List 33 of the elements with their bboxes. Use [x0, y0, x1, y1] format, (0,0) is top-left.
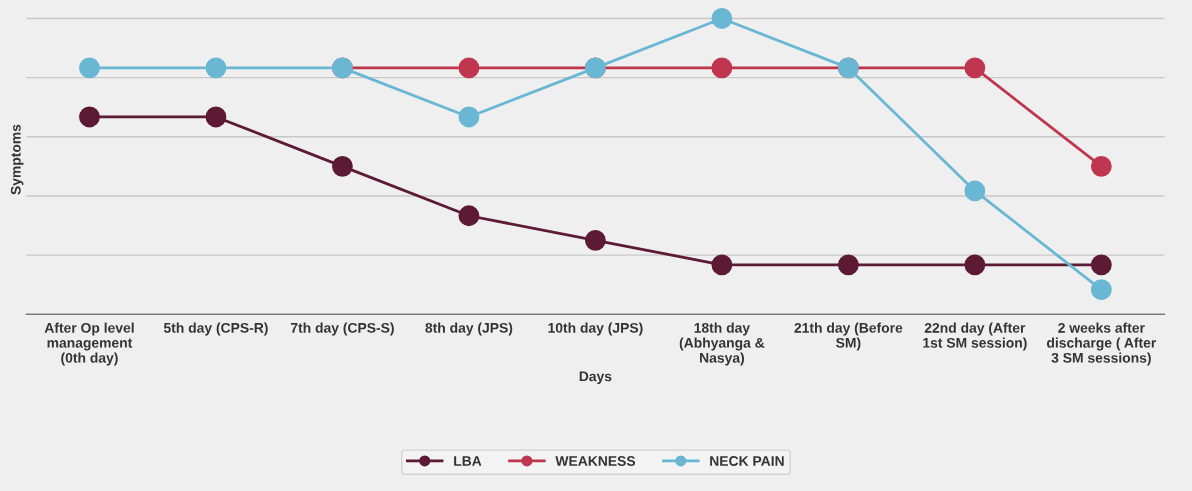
point [332, 155, 353, 177]
x-tick-label: 18th day (Abhyanga & Nasya) [679, 322, 765, 366]
legend-label: LBA [454, 456, 482, 466]
legend-label: NECK PAIN [710, 456, 784, 466]
point [458, 205, 480, 227]
x-tick-label: 7th day (CPS-S) [290, 322, 394, 336]
point [964, 180, 986, 202]
point [584, 229, 606, 251]
point [711, 254, 733, 276]
point [458, 106, 480, 128]
x-axis-title: Days [579, 371, 612, 384]
y-axis-title: Symptoms [10, 124, 24, 195]
legend-label: WEAKNESS [555, 456, 636, 466]
x-tick-label: 2 weeks after discharge ( After 3 SM sessions) [1046, 322, 1157, 366]
point [964, 57, 986, 79]
point [1090, 279, 1112, 301]
x-tick-label: After Op level management (0th day) [44, 322, 134, 366]
point [205, 106, 227, 128]
point [964, 254, 986, 276]
x-tick-label: 5th day (CPS-R) [163, 322, 268, 336]
point [711, 8, 733, 29]
x-tick-label: 10th day (JPS) [548, 322, 643, 336]
point [1090, 155, 1112, 177]
x-tick-label: 22nd day (After 1st SM session) [923, 322, 1027, 351]
point [79, 106, 100, 128]
point [79, 57, 100, 79]
x-tick-label: 8th day (JPS) [425, 322, 513, 336]
point [458, 57, 480, 79]
x-tick-label: 21th day (Before SM) [794, 322, 903, 351]
point [837, 254, 859, 276]
point [1090, 254, 1112, 276]
point [711, 57, 733, 79]
point [205, 57, 227, 79]
